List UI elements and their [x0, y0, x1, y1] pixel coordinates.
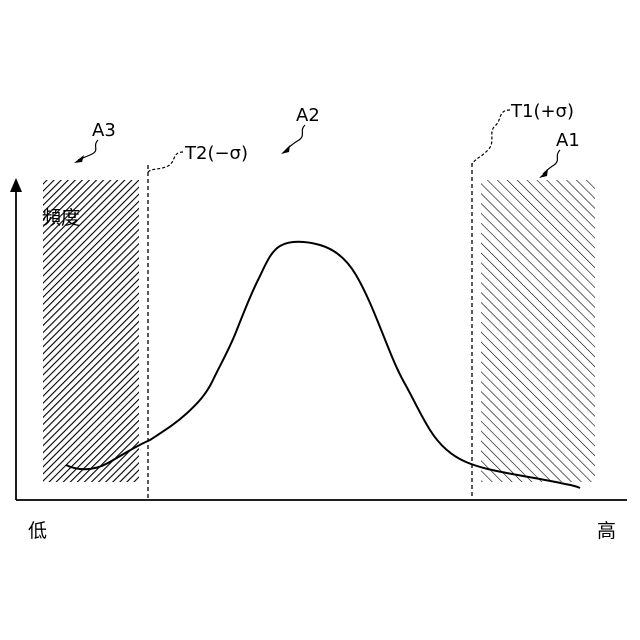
a1-leader-arrowhead-icon	[539, 169, 548, 178]
a3-leader-arrowhead-icon	[74, 155, 84, 163]
y-axis-label: 頻度	[42, 207, 80, 229]
threshold-t2-label: T2(−σ)	[184, 143, 248, 164]
threshold-t1-label: T1(+σ)	[510, 101, 574, 122]
x-axis-high-label: 高	[597, 520, 616, 542]
t2-leader-line	[148, 152, 183, 172]
t1-leader-line	[472, 110, 510, 164]
a2-leader-arrowhead-icon	[281, 145, 290, 154]
region-a1-label: A1	[556, 130, 580, 151]
region-a3-label: A3	[92, 120, 116, 141]
region-a2-label: A2	[296, 105, 320, 126]
y-axis-arrow-icon	[10, 178, 22, 192]
x-axis-low-label: 低	[28, 520, 47, 542]
a1-leader-arrow-icon	[543, 150, 560, 174]
region-a1-hatch	[481, 180, 595, 482]
a3-leader-arrow-icon	[78, 140, 98, 160]
